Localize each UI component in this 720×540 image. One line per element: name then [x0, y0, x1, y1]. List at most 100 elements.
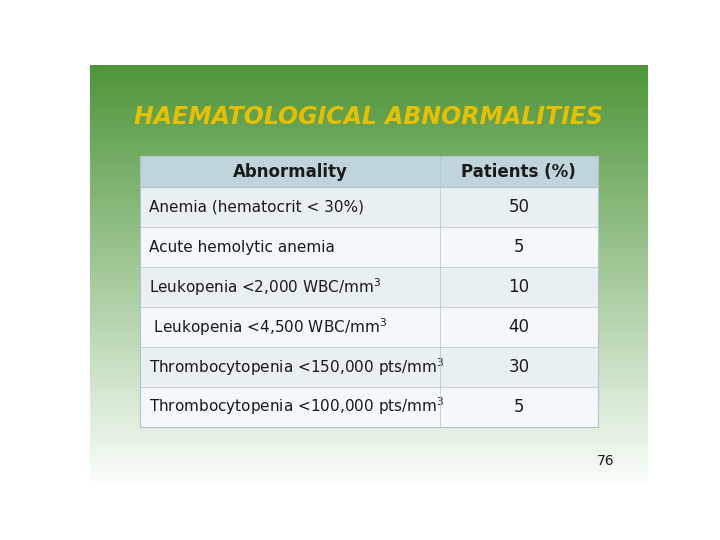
Bar	[90, 472, 648, 474]
Bar	[90, 429, 648, 431]
Bar	[90, 69, 648, 71]
Text: Abnormality: Abnormality	[233, 163, 348, 181]
Bar	[90, 310, 648, 312]
Bar	[90, 233, 648, 235]
Bar	[90, 375, 648, 377]
Bar	[90, 368, 648, 370]
Bar	[140, 187, 598, 227]
Text: 5: 5	[513, 238, 524, 256]
Bar	[90, 373, 648, 375]
Bar	[90, 266, 648, 268]
Text: Anemia (hematocrit < 30%): Anemia (hematocrit < 30%)	[148, 200, 364, 215]
Bar	[90, 476, 648, 478]
Bar	[90, 418, 648, 420]
Bar	[90, 308, 648, 310]
Bar	[90, 194, 648, 196]
Bar	[90, 397, 648, 400]
Bar	[90, 65, 648, 67]
Bar	[90, 300, 648, 302]
Bar	[90, 437, 648, 439]
Bar	[90, 302, 648, 304]
Bar	[90, 239, 648, 241]
Bar	[90, 77, 648, 79]
Text: Leukopenia <4,500 WBC/mm$^{3}$: Leukopenia <4,500 WBC/mm$^{3}$	[148, 316, 387, 338]
Bar	[90, 462, 648, 464]
Bar	[90, 98, 648, 100]
Bar	[90, 246, 648, 248]
Bar	[90, 366, 648, 368]
Bar	[90, 227, 648, 229]
Bar	[90, 431, 648, 433]
Bar	[140, 347, 598, 387]
Bar	[90, 433, 648, 435]
Bar	[90, 348, 648, 349]
Bar	[90, 304, 648, 306]
Bar	[90, 360, 648, 362]
Bar	[90, 298, 648, 300]
Bar	[90, 265, 648, 266]
Bar	[90, 73, 648, 75]
Bar	[90, 123, 648, 125]
Bar	[90, 171, 648, 173]
Bar	[90, 454, 648, 456]
Bar	[90, 133, 648, 136]
Text: HAEMATOLOGICAL ABNORMALITIES: HAEMATOLOGICAL ABNORMALITIES	[135, 105, 603, 129]
Bar	[90, 235, 648, 238]
Bar	[90, 67, 648, 69]
Bar	[90, 96, 648, 98]
Bar	[90, 131, 648, 133]
Bar	[90, 256, 648, 258]
Bar	[90, 202, 648, 204]
Bar	[140, 307, 598, 347]
Bar	[90, 187, 648, 190]
Bar	[90, 466, 648, 468]
Bar	[90, 179, 648, 181]
Bar	[90, 321, 648, 322]
Text: 50: 50	[508, 198, 529, 217]
Bar	[90, 100, 648, 102]
Bar	[90, 460, 648, 462]
Text: Leukopenia <2,000 WBC/mm$^{3}$: Leukopenia <2,000 WBC/mm$^{3}$	[148, 276, 381, 298]
Bar	[90, 111, 648, 113]
Bar	[90, 160, 648, 163]
Bar	[90, 385, 648, 387]
Bar	[90, 283, 648, 285]
Bar	[90, 356, 648, 358]
Bar	[90, 221, 648, 223]
Bar	[90, 443, 648, 446]
Bar	[90, 289, 648, 292]
Bar	[90, 231, 648, 233]
Bar	[90, 402, 648, 404]
Bar	[90, 258, 648, 260]
Bar	[90, 400, 648, 402]
Bar	[90, 327, 648, 329]
Bar	[90, 478, 648, 481]
Bar	[90, 335, 648, 337]
Bar	[90, 447, 648, 449]
Bar	[90, 341, 648, 343]
Bar	[90, 244, 648, 246]
Bar	[90, 196, 648, 198]
Bar	[90, 146, 648, 148]
Bar	[90, 387, 648, 389]
Bar	[90, 319, 648, 321]
Bar	[90, 140, 648, 141]
Bar	[90, 391, 648, 393]
Bar	[90, 177, 648, 179]
Bar	[90, 333, 648, 335]
Bar	[90, 295, 648, 298]
Bar	[90, 325, 648, 327]
Bar	[90, 352, 648, 354]
Bar	[90, 158, 648, 160]
Bar	[90, 316, 648, 319]
Bar	[140, 387, 598, 427]
Bar	[90, 412, 648, 414]
Bar	[90, 119, 648, 121]
Bar	[90, 277, 648, 279]
Bar	[140, 267, 598, 307]
Bar	[90, 435, 648, 437]
Bar	[90, 252, 648, 254]
Text: 10: 10	[508, 278, 529, 296]
Bar	[90, 212, 648, 214]
Bar	[90, 185, 648, 187]
